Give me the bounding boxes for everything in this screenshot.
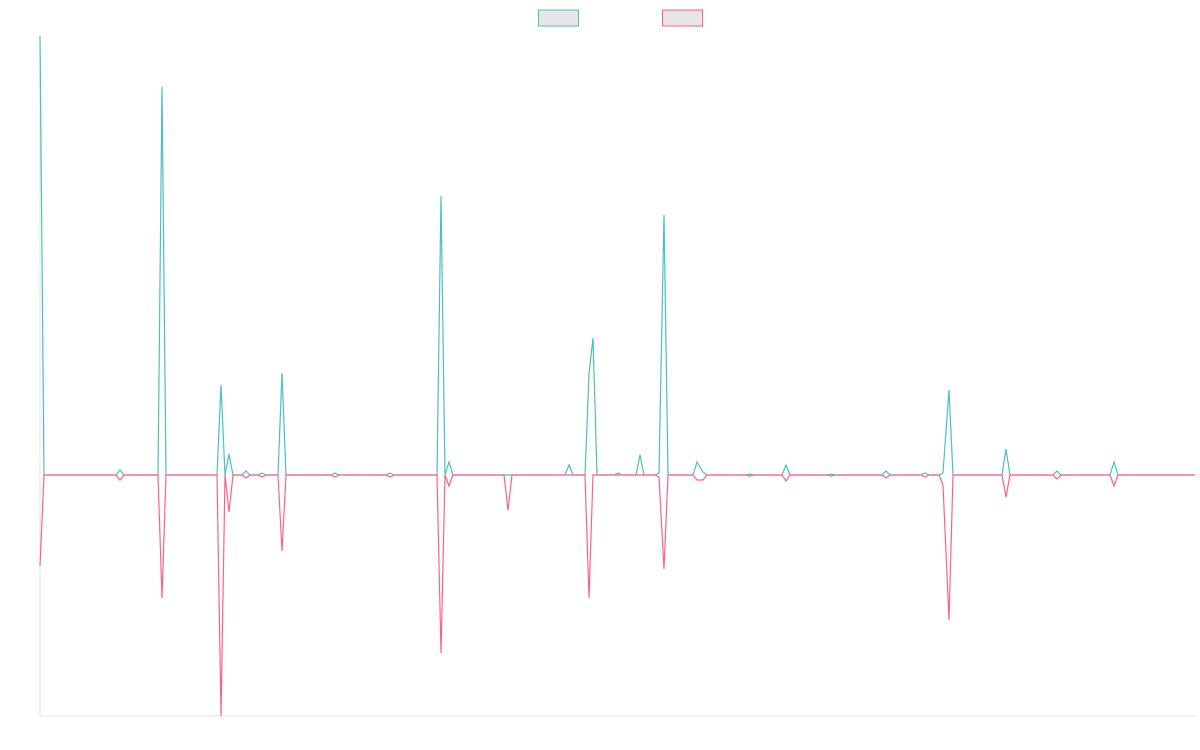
series-line [39,35,1195,476]
legend-swatch [662,9,703,27]
legend-swatch [538,9,579,27]
series-line [39,474,1195,717]
